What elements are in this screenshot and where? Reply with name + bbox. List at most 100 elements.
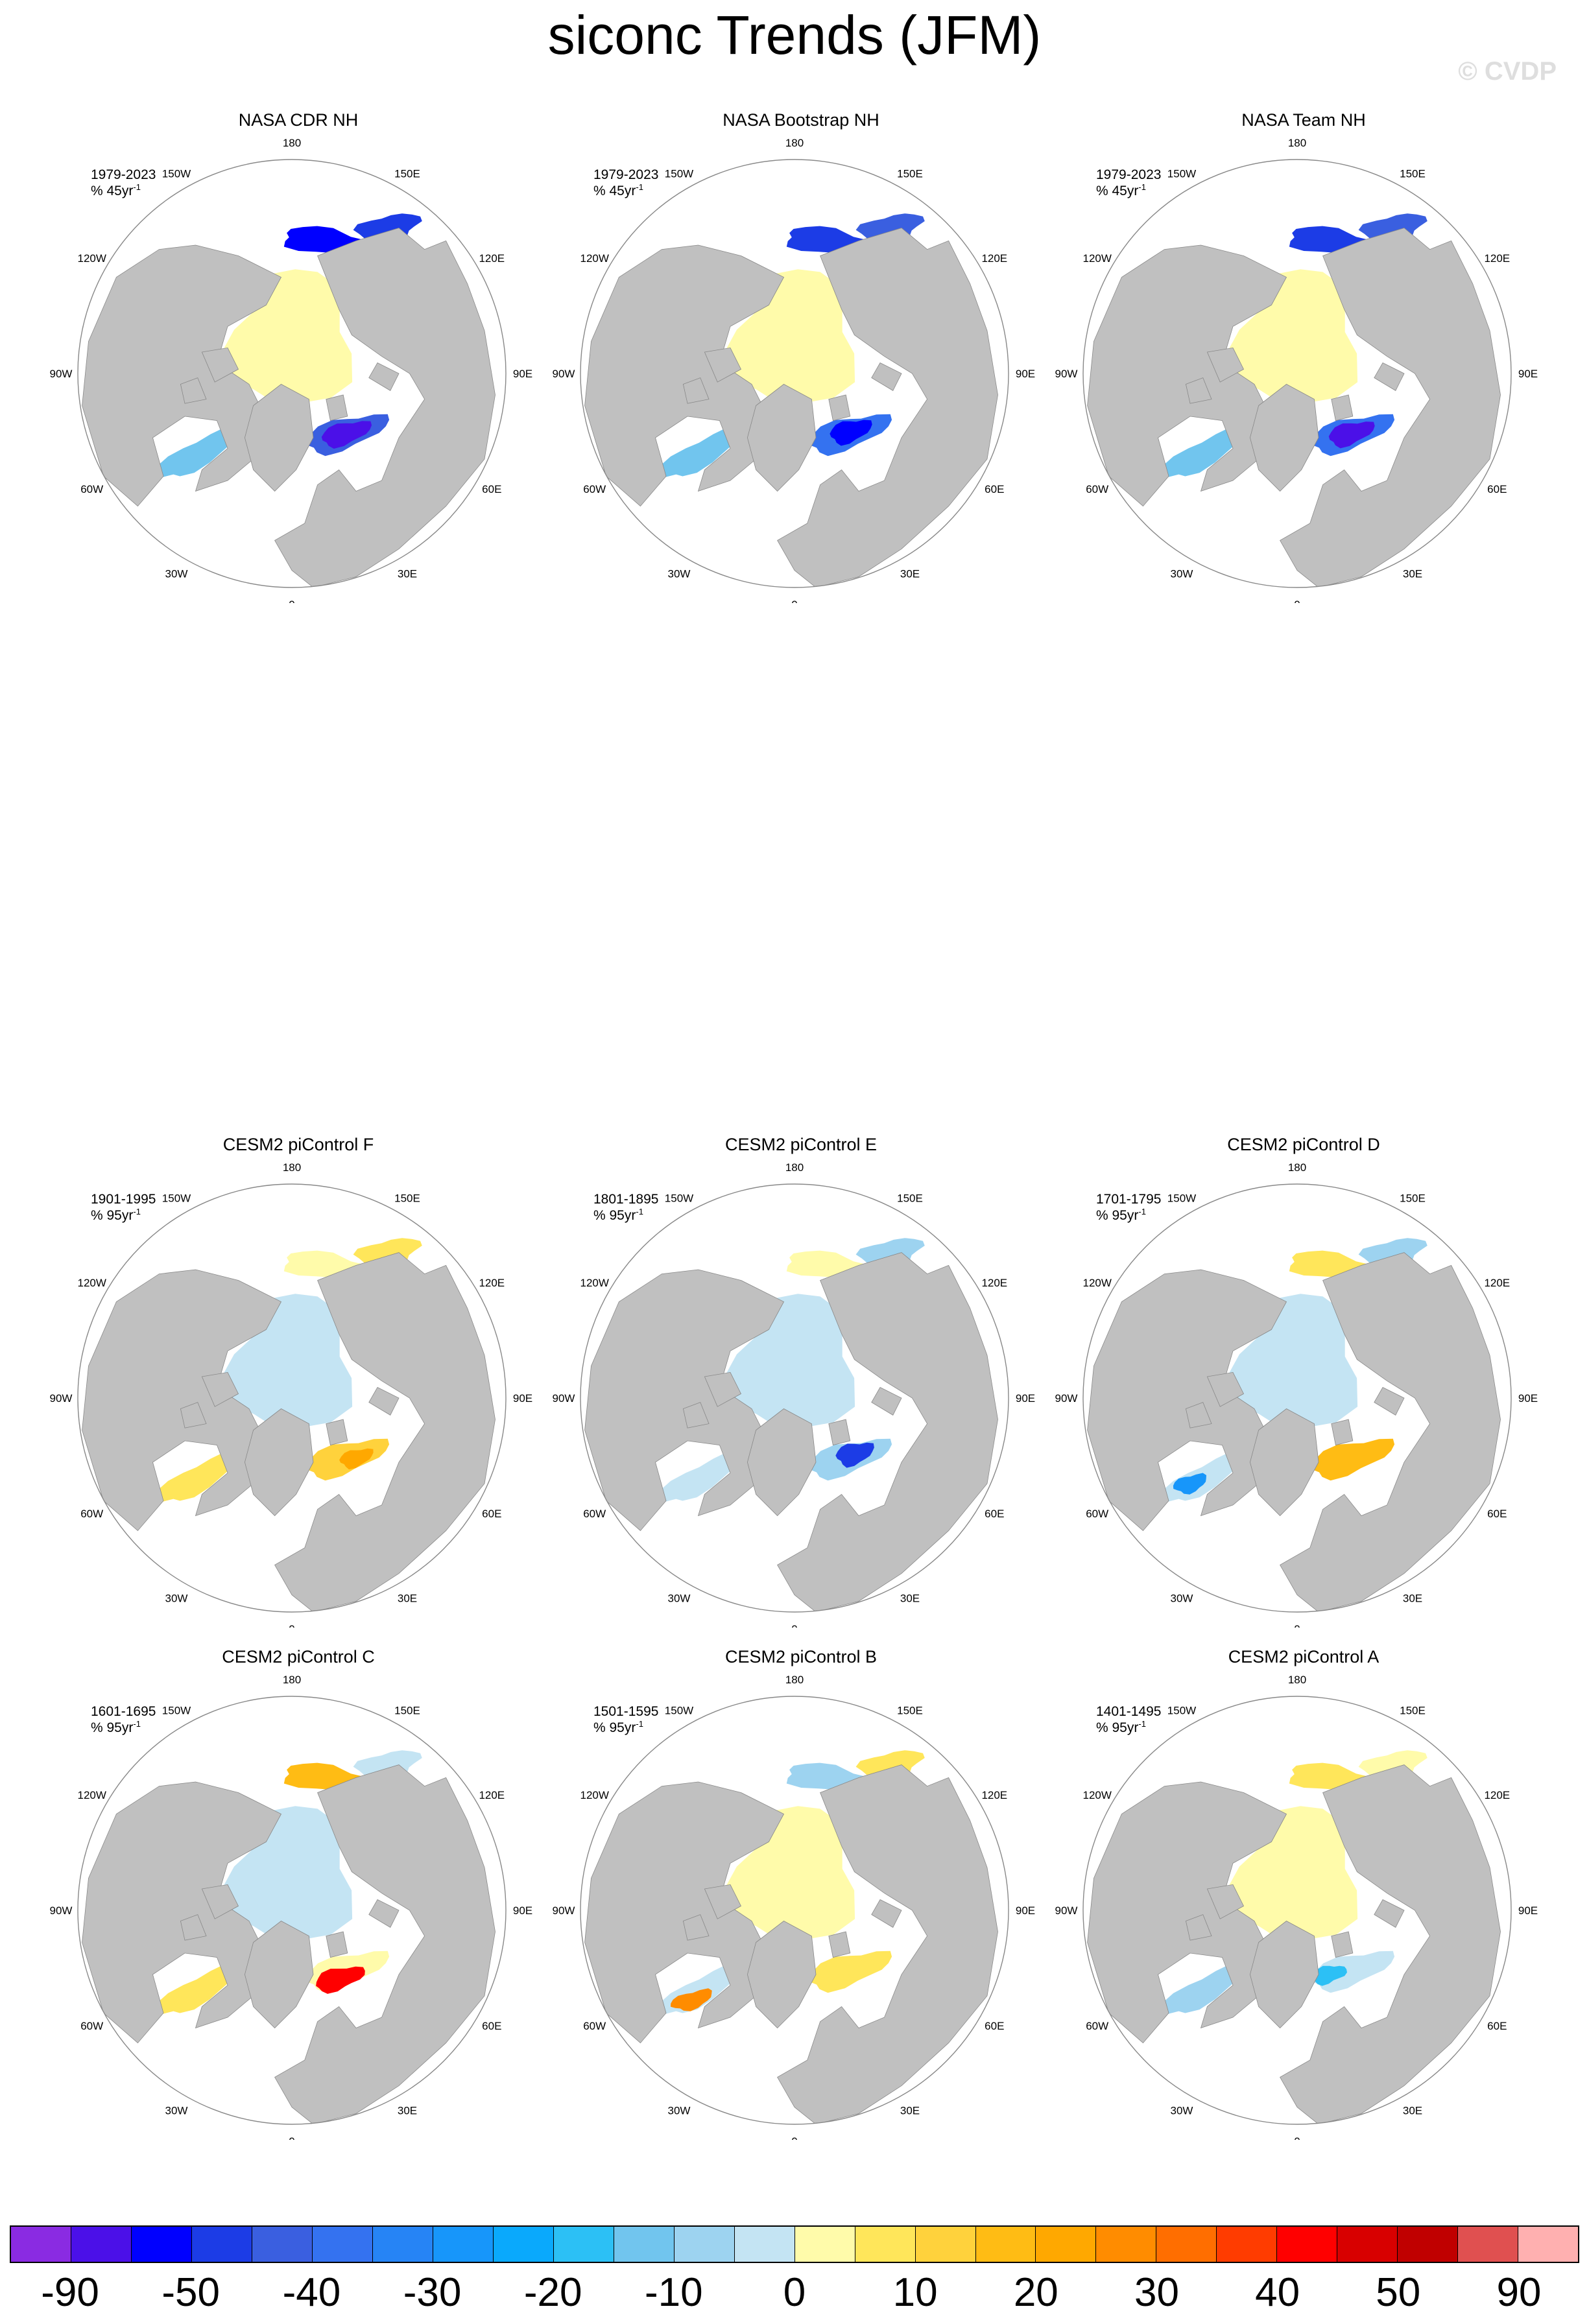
colorbar-swatch — [855, 2227, 916, 2262]
trend-region-strong — [1313, 1965, 1347, 1986]
units-label: % 95yr-1 — [593, 1719, 643, 1736]
panel-title: NASA Team NH — [1241, 110, 1366, 130]
colorbar-tick-label: 40 — [1255, 2270, 1300, 2315]
longitude-label: 90E — [1518, 1392, 1538, 1405]
longitude-label: 30E — [900, 2104, 920, 2116]
period-label: 1701-1795 — [1096, 1192, 1162, 1207]
trend-region — [1156, 425, 1242, 479]
longitude-label: 120W — [1082, 1277, 1111, 1289]
trend-region-strong — [671, 1988, 712, 2011]
longitude-label: 180 — [785, 137, 804, 149]
polar-map: 180 150E 120E 90E 60E 30E 0 30W 60W 90W 120W 150W — [553, 1161, 1036, 1628]
land-arch1 — [201, 347, 239, 383]
longitude-label: 30E — [398, 1592, 417, 1604]
land-greenland — [1249, 1921, 1319, 2029]
land-svalbard — [1331, 1419, 1354, 1446]
land-greenland — [1249, 384, 1319, 492]
map-panel: CESM2 piControl E 180 150E 120E 90E 60E 30E 0 30… — [548, 1135, 1054, 1628]
longitude-label: 120E — [1484, 1789, 1510, 1801]
map-panel: CESM2 piControl A 180 150E 120E 90E 60E 30E 0 30… — [1051, 1647, 1557, 2140]
longitude-label: 120W — [77, 1277, 106, 1289]
land-arch1 — [1206, 1371, 1245, 1407]
longitude-label: 120W — [77, 1789, 106, 1801]
colorbar — [10, 2225, 1579, 2263]
colorbar-swatch — [252, 2227, 313, 2262]
land-svalbard — [326, 1931, 348, 1958]
map-panel: CESM2 piControl C 180 150E 120E 90E 60E 30E 0 30… — [45, 1647, 551, 2140]
longitude-label: 30W — [668, 567, 691, 580]
colorbar-tick-label: 10 — [892, 2270, 938, 2315]
trend-region — [723, 1294, 855, 1430]
land-eurasia — [1280, 228, 1501, 587]
longitude-label: 180 — [785, 1161, 804, 1174]
longitude-label: 30E — [900, 567, 920, 580]
trend-region — [151, 425, 237, 479]
land-svalbard — [828, 1931, 851, 1958]
units-label: % 95yr-1 — [593, 1207, 643, 1224]
trend-region — [220, 1806, 353, 1943]
panel-period-units: 1801-1895% 95yr-1 — [593, 1192, 658, 1224]
longitude-label: 90E — [1016, 368, 1035, 380]
panel-period-units: 1501-1595% 95yr-1 — [593, 1704, 658, 1736]
longitude-label: 30W — [668, 1592, 691, 1604]
colorbar-swatch — [1036, 2227, 1097, 2262]
trend-region-strong — [339, 1448, 374, 1470]
longitude-label: 120E — [479, 1789, 505, 1801]
colorbar-swatch — [1277, 2227, 1338, 2262]
period-label: 1801-1895 — [593, 1192, 659, 1207]
map-boundary — [580, 1183, 1009, 1613]
colorbar-tick-label: 50 — [1376, 2270, 1421, 2315]
polar-map: 180 150E 120E 90E 60E 30E 0 30W 60W 90W 120W 150W — [1055, 1161, 1538, 1628]
longitude-label: 60W — [583, 483, 606, 495]
longitude-label: 150E — [1400, 1705, 1426, 1717]
map-boundary — [1082, 1183, 1512, 1613]
longitude-label: 90W — [1055, 1392, 1078, 1405]
panel-title: NASA Bootstrap NH — [723, 110, 879, 130]
land-eurasia — [777, 1252, 998, 1612]
longitude-label: 60W — [1086, 2020, 1108, 2032]
longitude-label: 30E — [1403, 567, 1422, 580]
trend-region — [1156, 1962, 1242, 2016]
longitude-label: 150W — [162, 1192, 191, 1205]
land-arch1 — [201, 1884, 239, 1919]
colorbar-swatch — [433, 2227, 494, 2262]
colorbar-tick-label: -50 — [161, 2270, 221, 2315]
colorbar-tick-label: -40 — [282, 2270, 341, 2315]
longitude-label: 180 — [785, 1674, 804, 1686]
trend-region-strong — [1328, 421, 1375, 449]
panel-period-units: 1979-2023% 45yr-1 — [91, 167, 156, 199]
units-label: % 45yr-1 — [593, 182, 643, 199]
longitude-label: 150W — [665, 168, 693, 180]
longitude-label: 60E — [1487, 1508, 1507, 1520]
longitude-label: 120E — [1484, 252, 1510, 265]
longitude-label: 150W — [162, 168, 191, 180]
longitude-label: 120E — [981, 1277, 1007, 1289]
colorbar-swatch — [1458, 2227, 1519, 2262]
colorbar-labels: -90 -50 -40 -30 -20 -10 0 10 20 30 40 50 90 — [10, 2270, 1579, 2321]
longitude-label: 120W — [77, 252, 106, 265]
land-arch1 — [1206, 1884, 1245, 1919]
longitude-label: 60E — [985, 1508, 1004, 1520]
colorbar-swatch — [1337, 2227, 1398, 2262]
colorbar-tick-label: -20 — [523, 2270, 582, 2315]
panel-title: CESM2 piControl F — [222, 1135, 374, 1154]
longitude-label: 120E — [981, 252, 1007, 265]
land-novaya — [368, 362, 400, 391]
longitude-label: 150E — [1400, 168, 1426, 180]
land-novaya — [1374, 1386, 1405, 1416]
land-arch2 — [180, 1402, 207, 1429]
longitude-label: 120E — [479, 1277, 505, 1289]
longitude-label: 30E — [900, 1592, 920, 1604]
trend-region — [1225, 1806, 1358, 1943]
trend-region — [654, 425, 739, 479]
panel-title: CESM2 piControl D — [1227, 1135, 1380, 1154]
longitude-label: 120E — [1484, 1277, 1510, 1289]
longitude-label: 150W — [665, 1192, 693, 1205]
panel-title: CESM2 piControl C — [222, 1647, 375, 1666]
land-arch2 — [180, 377, 207, 404]
longitude-label: 0 — [289, 1623, 294, 1628]
longitude-label: 90E — [513, 1392, 532, 1405]
land-greenland — [244, 1408, 314, 1517]
trend-region — [654, 1450, 739, 1504]
colorbar-swatch — [372, 2227, 433, 2262]
